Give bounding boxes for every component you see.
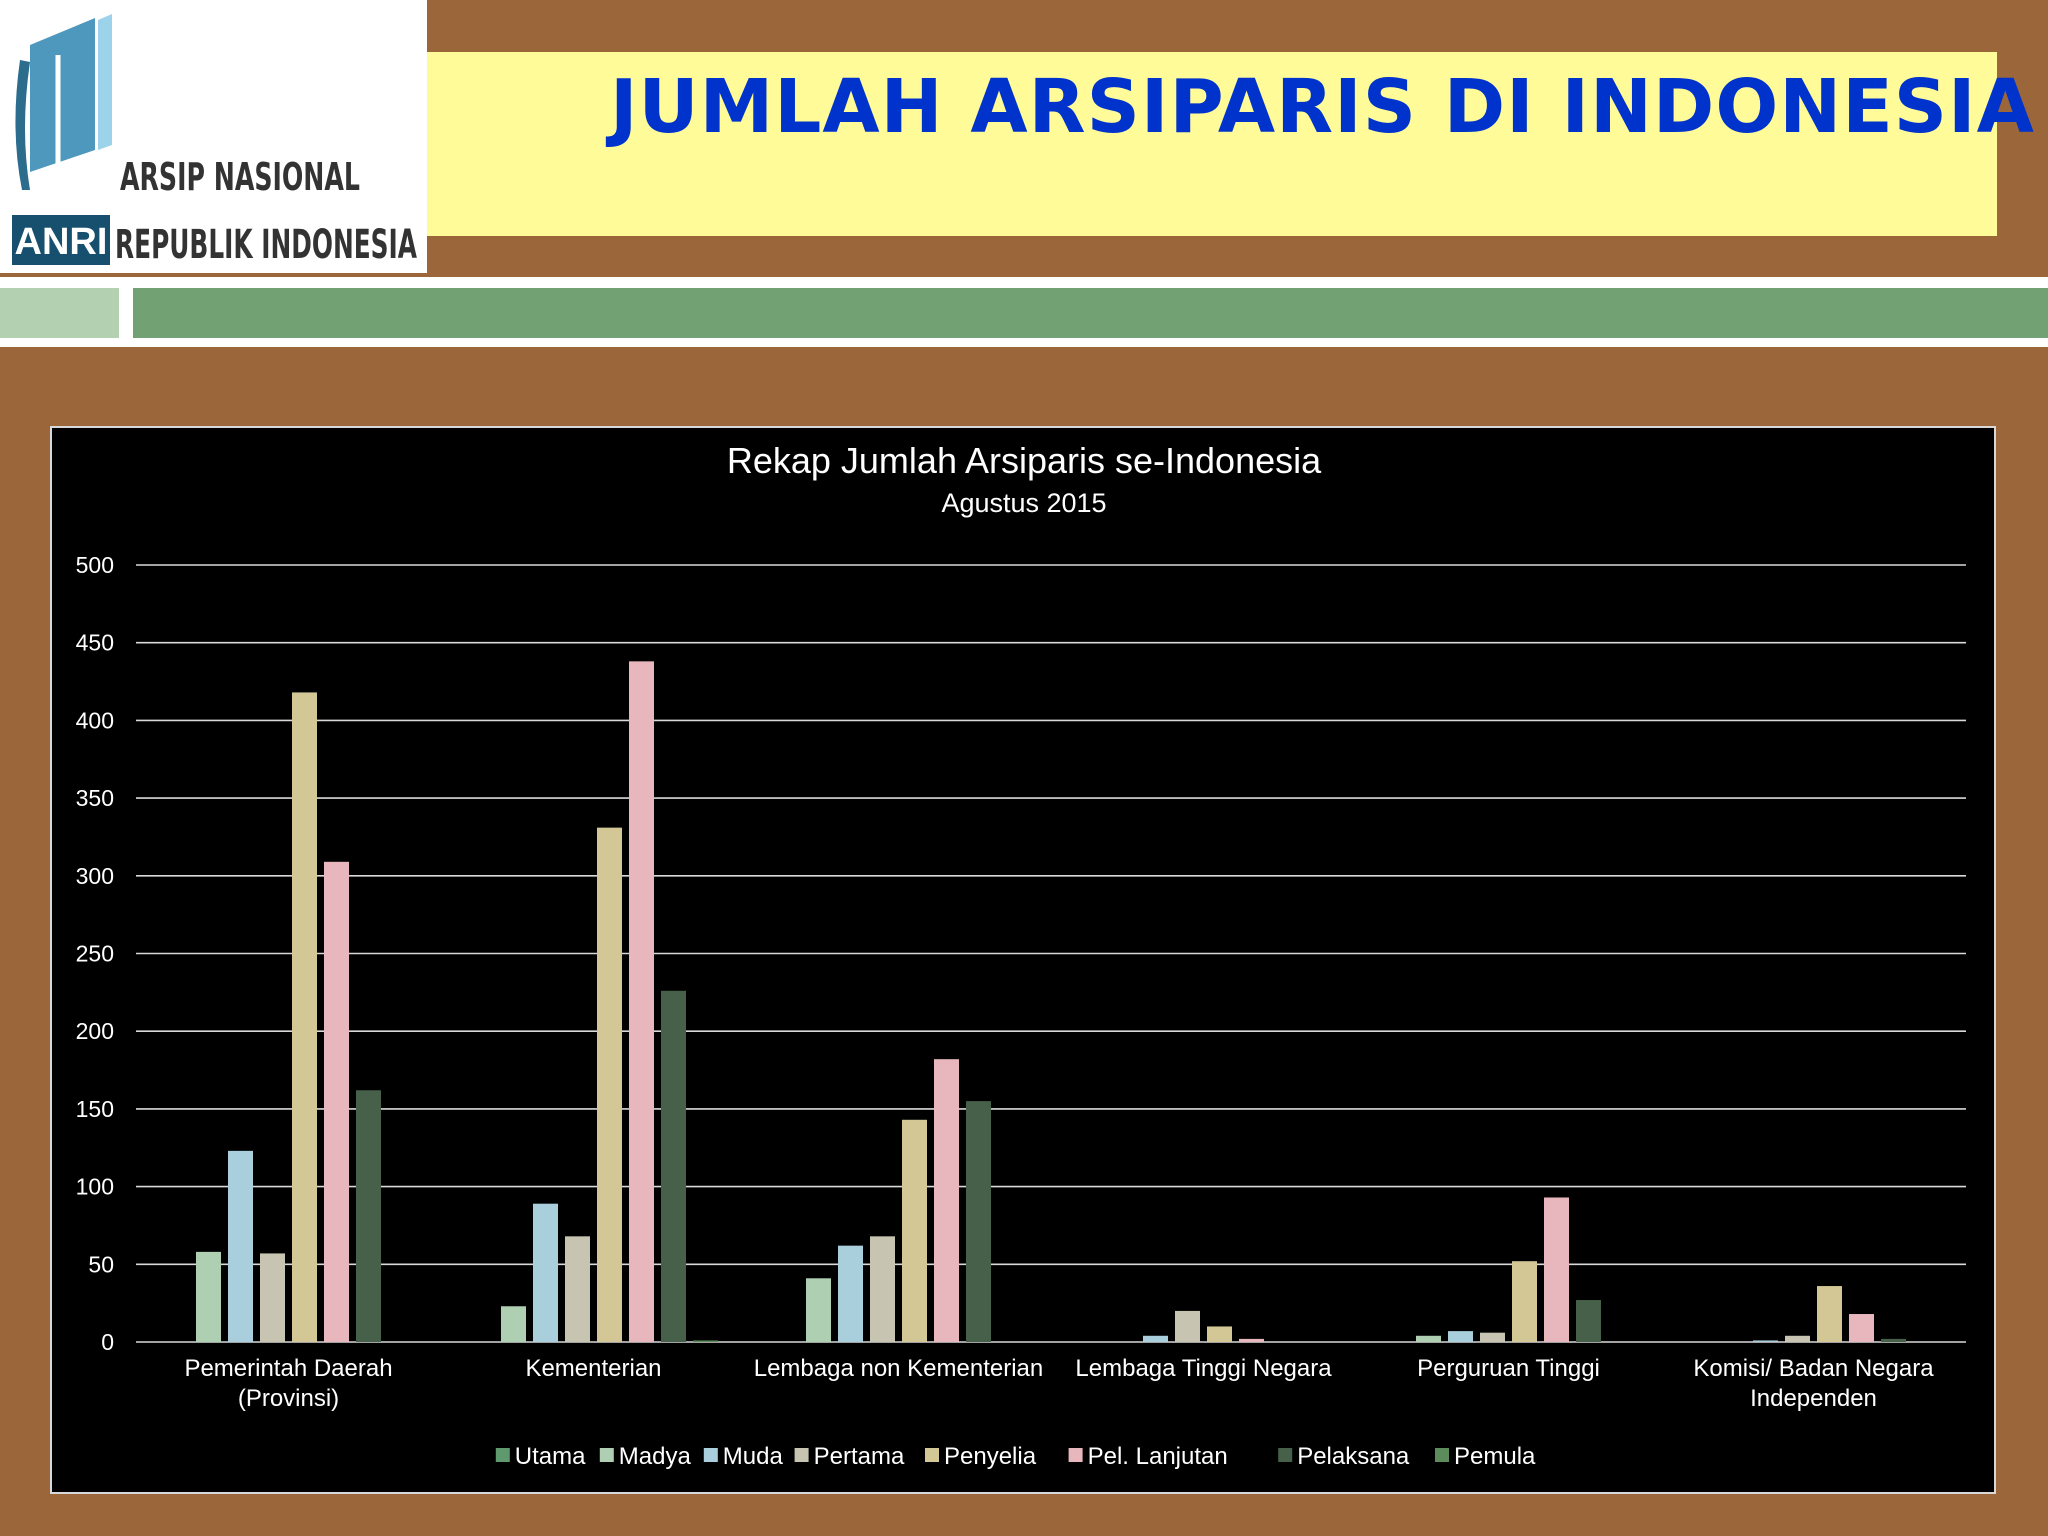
x-tick-label: Perguruan Tinggi (1417, 1355, 1600, 1382)
legend-label: Pertama (814, 1443, 905, 1470)
bar-muda (228, 1150, 253, 1342)
bar-pel-lanjutan (1544, 1197, 1569, 1342)
x-axis-labels: Pemerintah Daerah (Provinsi) Kementerian Le… (184, 1355, 1934, 1412)
bar-pertama (1480, 1332, 1505, 1342)
chart-panel: Rekap Jumlah Arsiparis se-Indonesia Agus… (50, 426, 1996, 1494)
legend-swatch (1068, 1448, 1083, 1462)
x-tick-label: Kementerian (525, 1355, 661, 1382)
y-tick-label: 350 (76, 785, 114, 811)
bar-penyelia (902, 1119, 927, 1342)
x-tick-label: Komisi/ Badan Negara Independen (1693, 1355, 1934, 1412)
logo-line1: ARSIP NASIONAL (120, 155, 360, 199)
legend-label: Madya (619, 1443, 692, 1470)
bar-penyelia (292, 692, 317, 1342)
y-tick-label: 50 (88, 1251, 114, 1277)
legend-label: Pemula (1454, 1443, 1536, 1470)
bar-penyelia (1817, 1286, 1842, 1342)
legend-swatch (794, 1448, 809, 1462)
y-tick-label: 200 (76, 1018, 114, 1044)
bar-chart: Rekap Jumlah Arsiparis se-Indonesia Agus… (76, 440, 1966, 1470)
logo: ANRI ARSIP NASIONAL REPUBLIK INDONESIA (0, 0, 427, 273)
x-tick-label: Lembaga non Kementerian (754, 1355, 1044, 1382)
gridlines: 0 50 100 150 200 250 300 350 400 450 500 (76, 552, 1966, 1355)
legend: Utama Madya Muda Pertama Penyelia Pel. Lanjut… (495, 1443, 1536, 1470)
bar-madya (1416, 1335, 1441, 1342)
bar-pel-lanjutan (934, 1059, 959, 1342)
accent-bar (133, 288, 2048, 338)
bar-pertama (870, 1236, 895, 1342)
bar-pertama (1785, 1335, 1810, 1342)
legend-label: Muda (723, 1443, 784, 1470)
bar-pemula (693, 1340, 718, 1342)
legend-label: Penyelia (944, 1443, 1037, 1470)
bar-madya (196, 1251, 221, 1342)
bar-pelaksana (356, 1090, 381, 1342)
y-tick-label: 450 (76, 630, 114, 656)
legend-label: Pelaksana (1297, 1443, 1410, 1470)
bar-pertama (565, 1236, 590, 1342)
title-band (427, 52, 1997, 236)
bar-muda (1753, 1340, 1778, 1342)
y-tick-label: 250 (76, 941, 114, 967)
bar-pelaksana (966, 1101, 991, 1342)
anri-logo-emblem-icon: ANRI ARSIP NASIONAL REPUBLIK INDONESIA (12, 14, 417, 268)
y-tick-label: 500 (76, 552, 114, 578)
bar-muda (533, 1203, 558, 1342)
y-tick-label: 0 (101, 1329, 114, 1355)
accent-bar-light (0, 288, 119, 338)
y-tick-label: 300 (76, 863, 114, 889)
x-tick-label: Lembaga Tinggi Negara (1075, 1355, 1332, 1382)
bar-pelaksana (661, 990, 686, 1342)
legend-swatch (925, 1448, 939, 1462)
y-tick-label: 150 (76, 1096, 114, 1122)
legend-swatch (1278, 1448, 1293, 1462)
legend-swatch (703, 1448, 718, 1462)
page-title: JUMLAH ARSIPARIS DI INDONESIA (610, 64, 2035, 150)
chart-subtitle: Agustus 2015 (941, 488, 1106, 518)
bar-madya (501, 1306, 526, 1342)
bar-pel-lanjutan (1849, 1314, 1874, 1342)
bar-pelaksana (1881, 1338, 1906, 1342)
bar-pel-lanjutan (1239, 1338, 1264, 1342)
y-tick-label: 100 (76, 1174, 114, 1200)
bar-pelaksana (1576, 1300, 1601, 1342)
legend-label: Utama (515, 1443, 586, 1470)
bar-muda (838, 1245, 863, 1342)
logo-badge: ANRI (15, 221, 108, 263)
bars (196, 661, 1906, 1342)
x-tick-label: Pemerintah Daerah (Provinsi) (184, 1355, 392, 1412)
y-tick-label: 400 (76, 707, 114, 733)
bar-penyelia (1512, 1261, 1537, 1342)
bar-pel-lanjutan (324, 861, 349, 1342)
bar-madya (806, 1278, 831, 1342)
bar-muda (1448, 1331, 1473, 1342)
legend-label: Pel. Lanjutan (1088, 1443, 1228, 1470)
chart-title: Rekap Jumlah Arsiparis se-Indonesia (727, 440, 1322, 481)
legend-swatch (495, 1448, 510, 1462)
bar-penyelia (1207, 1326, 1232, 1342)
legend-swatch (599, 1448, 614, 1462)
bar-pertama (260, 1253, 285, 1342)
bar-pel-lanjutan (629, 661, 654, 1342)
bar-penyelia (597, 827, 622, 1342)
logo-line2: REPUBLIK INDONESIA (115, 222, 417, 268)
bar-muda (1143, 1335, 1168, 1342)
legend-swatch (1435, 1448, 1449, 1462)
bar-pertama (1175, 1310, 1200, 1342)
